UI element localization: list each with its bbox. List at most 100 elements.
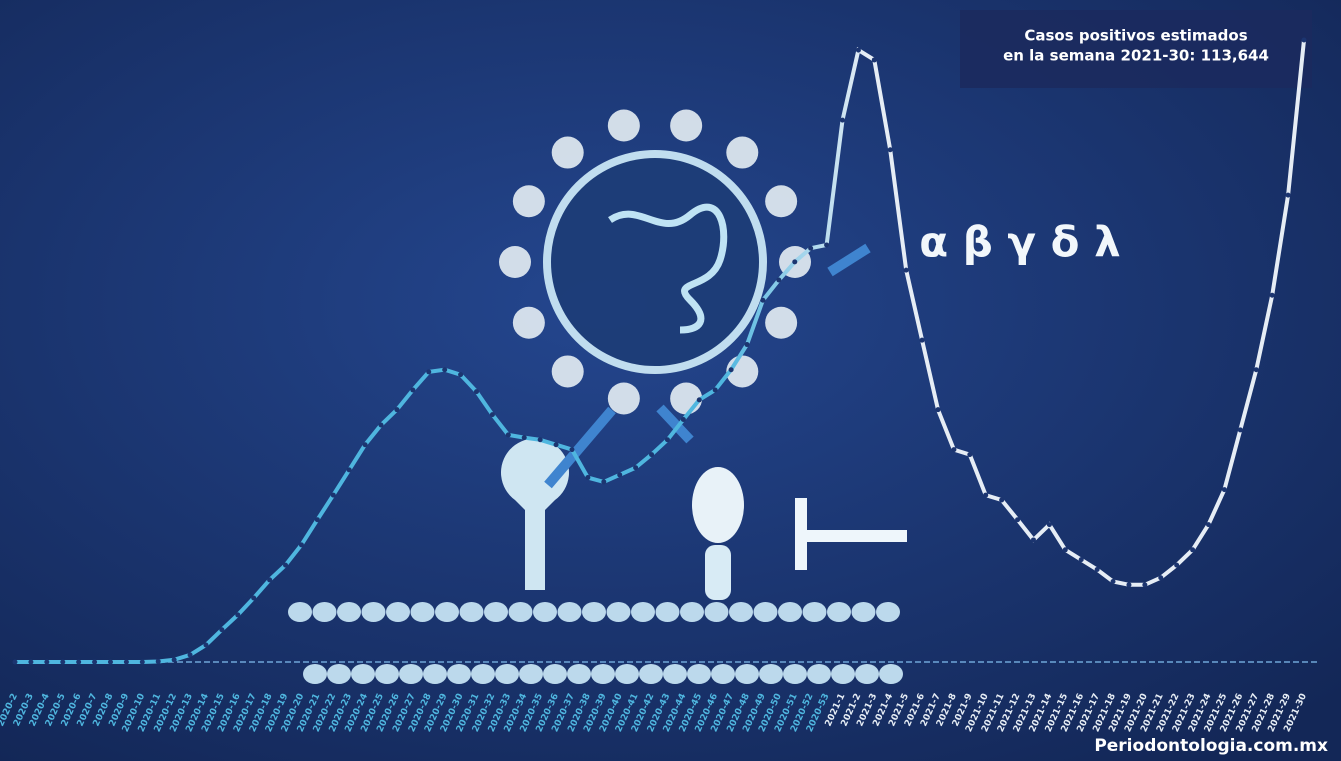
membrane-bead bbox=[557, 602, 582, 622]
data-point bbox=[1062, 547, 1068, 553]
data-point bbox=[633, 465, 639, 471]
membrane-bead bbox=[435, 602, 459, 622]
virus-rna bbox=[608, 203, 728, 334]
membrane-bead bbox=[783, 664, 807, 684]
data-point bbox=[951, 447, 957, 453]
data-point bbox=[601, 479, 607, 485]
membrane-bead bbox=[361, 602, 386, 622]
data-point bbox=[1174, 562, 1180, 568]
data-point bbox=[203, 642, 209, 648]
data-point bbox=[410, 387, 416, 393]
data-point bbox=[1269, 292, 1275, 298]
data-point bbox=[235, 612, 241, 618]
data-point bbox=[314, 517, 320, 523]
data-point bbox=[1158, 575, 1164, 581]
data-line bbox=[15, 39, 1306, 664]
membrane-bead bbox=[631, 602, 655, 622]
data-point bbox=[394, 407, 400, 413]
data-point bbox=[171, 657, 177, 663]
membrane-bead bbox=[447, 664, 471, 684]
membrane-bead bbox=[802, 602, 827, 622]
membrane-bead bbox=[778, 602, 802, 622]
membrane-bead bbox=[351, 664, 375, 684]
data-point bbox=[283, 562, 289, 568]
data-point bbox=[505, 432, 511, 438]
membrane-bead bbox=[495, 664, 519, 684]
data-point bbox=[251, 595, 257, 601]
data-point bbox=[458, 372, 464, 378]
data-point bbox=[1253, 367, 1259, 373]
virus-spike bbox=[607, 109, 640, 142]
data-point bbox=[442, 367, 448, 373]
membrane-bead bbox=[879, 664, 903, 684]
data-point bbox=[1094, 567, 1100, 573]
arrow bbox=[544, 406, 616, 489]
virus-spike bbox=[765, 306, 798, 339]
membrane-bead bbox=[831, 664, 855, 684]
data-point bbox=[935, 407, 941, 413]
arrow bbox=[827, 243, 871, 277]
membrane-bead bbox=[591, 664, 615, 684]
membrane-bead bbox=[423, 664, 447, 684]
inhibitor-bar bbox=[805, 530, 907, 542]
data-point bbox=[744, 342, 750, 348]
membrane-bead bbox=[687, 664, 711, 684]
data-point bbox=[155, 658, 161, 664]
data-point bbox=[553, 442, 559, 448]
membrane-bead bbox=[704, 602, 729, 622]
data-point bbox=[219, 627, 225, 633]
membrane-bead bbox=[337, 602, 361, 622]
membrane-bead bbox=[639, 664, 663, 684]
membrane-bead bbox=[711, 664, 735, 684]
data-point bbox=[378, 422, 384, 428]
data-point bbox=[649, 452, 655, 458]
data-point bbox=[426, 369, 432, 375]
data-point bbox=[871, 57, 877, 63]
data-point bbox=[28, 659, 34, 665]
receptor-2 bbox=[692, 467, 744, 543]
data-point bbox=[696, 397, 702, 403]
membrane-bead bbox=[543, 664, 567, 684]
data-point bbox=[919, 337, 925, 343]
variants-label: α β γ δ λ bbox=[919, 218, 1120, 267]
data-point bbox=[760, 297, 766, 303]
membrane-bead bbox=[615, 664, 639, 684]
data-point bbox=[569, 447, 575, 453]
membrane-bead bbox=[876, 602, 900, 622]
data-point bbox=[537, 437, 543, 443]
virus-spike bbox=[499, 246, 531, 278]
data-point bbox=[267, 577, 273, 583]
data-point bbox=[1110, 579, 1116, 585]
source: Periodontologia.com.mx bbox=[1094, 736, 1328, 756]
virus-spike bbox=[512, 306, 545, 339]
annotation: en la semana 2021-30: 113,644 bbox=[1003, 47, 1269, 65]
membrane-bead bbox=[582, 602, 606, 622]
data-point bbox=[617, 472, 623, 478]
data-point bbox=[999, 497, 1005, 503]
data-point bbox=[808, 245, 814, 251]
virus-spike bbox=[512, 185, 545, 218]
membrane-bead bbox=[753, 602, 778, 622]
data-point bbox=[887, 147, 893, 153]
data-point bbox=[473, 389, 479, 395]
membrane-bead bbox=[410, 602, 435, 622]
virus-spike bbox=[551, 136, 584, 169]
data-point bbox=[840, 117, 846, 123]
membrane-bead bbox=[807, 664, 831, 684]
data-point bbox=[1285, 192, 1291, 198]
virus-spike bbox=[726, 136, 759, 169]
data-point bbox=[298, 542, 304, 548]
data-point bbox=[12, 659, 18, 665]
data-point bbox=[330, 492, 336, 498]
inhibitor bbox=[795, 498, 807, 570]
data-point bbox=[664, 437, 670, 443]
data-point bbox=[1126, 582, 1132, 588]
membrane-bead bbox=[663, 664, 687, 684]
receptor-stem bbox=[705, 545, 731, 600]
data-point bbox=[187, 652, 193, 658]
data-point bbox=[521, 435, 527, 441]
membrane-bead bbox=[386, 602, 410, 622]
membrane-bead bbox=[519, 664, 543, 684]
data-point bbox=[1221, 487, 1227, 493]
